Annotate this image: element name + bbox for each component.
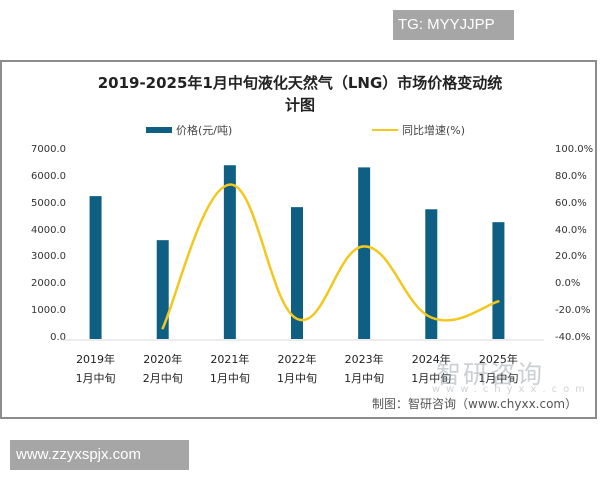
- right-axis-tick: -20.0%: [555, 305, 591, 317]
- x-label-year: 2022年: [277, 353, 317, 366]
- x-label-period: 1月中旬: [75, 372, 116, 385]
- right-axis-tick: 100.0%: [555, 144, 594, 155]
- x-axis-label: 2022年 1月中旬: [262, 350, 332, 388]
- x-label-period: 1月中旬: [411, 372, 452, 385]
- legend-price-label: 价格(元/吨): [176, 124, 233, 137]
- left-axis-tick: 1000.0: [31, 305, 66, 317]
- right-axis-tick: 0.0%: [555, 278, 581, 290]
- x-label-year: 2019年: [76, 353, 116, 366]
- left-axis-tick: 2000.0: [31, 278, 66, 290]
- bar-swatch-icon: [146, 127, 172, 133]
- watermark-text: 智研咨询: [436, 360, 545, 389]
- price-bar: [291, 207, 303, 339]
- line-swatch-icon: [372, 129, 398, 131]
- x-label-year: 2020年: [143, 353, 183, 366]
- chart-title-line-1: 2019-2025年1月中旬液化天然气（LNG）市场价格变动统: [97, 74, 503, 92]
- x-axis-label: 2019年 1月中旬: [61, 350, 131, 388]
- right-axis-tick: 20.0%: [555, 251, 587, 263]
- x-axis-label: 2021年 1月中旬: [195, 350, 265, 388]
- x-label-period: 2月中旬: [142, 372, 183, 385]
- x-label-period: 1月中旬: [277, 372, 317, 385]
- price-bar: [156, 240, 169, 339]
- bottom-watermark-badge: www.zzyxspjx.com: [10, 440, 189, 470]
- x-label-year: 2025年: [478, 353, 518, 366]
- price-bar: [223, 165, 236, 339]
- left-axis-tick: 5000.0: [31, 197, 66, 209]
- x-label-year: 2024年: [411, 353, 451, 366]
- x-label-period: 1月中旬: [344, 372, 385, 385]
- x-axis-label: 2024年 1月中旬: [396, 350, 466, 388]
- left-axis-tick: 7000.0: [31, 144, 66, 155]
- growth-line: [161, 183, 500, 330]
- left-axis-tick: 3000.0: [31, 251, 66, 263]
- legend-item-growth: 同比增速(%): [372, 122, 465, 138]
- x-label-year: 2021年: [210, 353, 250, 366]
- watermark-url: www.chyxx.com: [432, 384, 591, 395]
- right-axis-tick: 40.0%: [555, 224, 587, 236]
- top-watermark-badge: TG: MYYJJPP: [393, 10, 514, 40]
- price-bar: [425, 209, 438, 339]
- price-bar: [89, 196, 102, 339]
- left-axis-tick: 4000.0: [31, 224, 66, 236]
- x-axis-label: 2020年 2月中旬: [128, 350, 198, 388]
- chart-title: 2019-2025年1月中旬液化天然气（LNG）市场价格变动统 计图: [0, 72, 600, 116]
- source-credit: 制图：智研咨询（www.chyxx.com）: [372, 397, 578, 411]
- price-bar: [358, 167, 371, 339]
- price-bar: [492, 222, 505, 339]
- right-axis-tick: 80.0%: [555, 170, 587, 182]
- x-axis-label: 2023年 1月中旬: [329, 350, 399, 388]
- legend-item-price: 价格(元/吨): [146, 122, 232, 138]
- chart-title-line-2: 计图: [284, 96, 315, 114]
- x-label-year: 2023年: [344, 353, 384, 366]
- x-label-period: 1月中旬: [209, 372, 250, 385]
- legend-growth-label: 同比增速(%): [402, 124, 466, 137]
- x-label-period: 1月中旬: [478, 372, 519, 385]
- left-axis-tick: 6000.0: [31, 170, 66, 182]
- right-axis-tick: 60.0%: [555, 197, 587, 209]
- left-axis-tick: 0.0: [50, 332, 66, 343]
- x-axis-label: 2025年 1月中旬: [463, 350, 533, 388]
- right-axis-tick: -40.0%: [555, 332, 591, 343]
